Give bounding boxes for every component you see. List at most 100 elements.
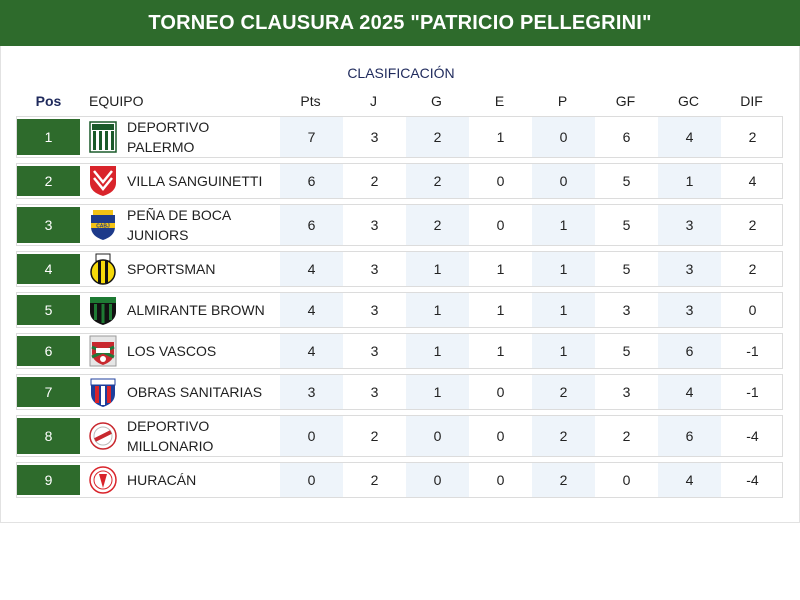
g-cell: 2 <box>406 117 469 157</box>
table-row[interactable]: 7 OBRAS SANITARIAS 3 3 1 0 2 3 4 -1 <box>16 374 783 410</box>
team-name[interactable]: OBRAS SANITARIAS <box>127 384 263 400</box>
team-name[interactable]: SPORTSMAN <box>127 261 216 277</box>
p-cell: 0 <box>532 164 595 198</box>
dif-cell: -1 <box>746 384 759 400</box>
col-header-e: E <box>494 93 505 109</box>
deportivo-palermo-crest-icon <box>89 121 117 153</box>
team-name[interactable]: DEPORTIVO MILLONARIO <box>127 418 214 454</box>
e-cell: 1 <box>496 129 505 145</box>
g-cell: 0 <box>406 416 469 456</box>
pts-cell: 4 <box>280 293 343 327</box>
col-header-gc: GC <box>678 93 699 109</box>
j-cell: 3 <box>370 384 379 400</box>
position-cell: 7 <box>17 377 80 407</box>
svg-text:CABJ: CABJ <box>96 224 110 230</box>
dif-cell: 2 <box>748 261 757 277</box>
j-cell: 3 <box>370 129 379 145</box>
team-name[interactable]: ALMIRANTE BROWN <box>127 302 265 318</box>
gf-cell: 2 <box>622 428 631 444</box>
col-header-gf: GF <box>615 93 636 109</box>
pts-cell: 7 <box>280 117 343 157</box>
position-cell: 1 <box>17 119 80 155</box>
p-cell: 1 <box>532 205 595 245</box>
g-cell: 2 <box>406 205 469 245</box>
table-row[interactable]: 5 ALMIRANTE BROWN 4 3 1 1 1 3 3 0 <box>16 292 783 328</box>
gc-cell: 4 <box>658 463 721 497</box>
gf-cell: 5 <box>622 261 631 277</box>
table-row[interactable]: 1 DEPORTIVO PALERMO 7 3 2 1 0 6 4 2 <box>16 116 783 158</box>
g-cell: 0 <box>406 463 469 497</box>
g-cell: 1 <box>406 375 469 409</box>
team-name[interactable]: VILLA SANGUINETTI <box>127 173 263 189</box>
g-cell: 2 <box>406 164 469 198</box>
villa-sanguinetti-crest-icon <box>89 165 117 197</box>
e-cell: 1 <box>496 302 505 318</box>
e-cell: 1 <box>496 261 505 277</box>
deportivo-millonario-crest-icon <box>89 420 117 452</box>
pts-cell: 3 <box>280 375 343 409</box>
pts-cell: 6 <box>280 164 343 198</box>
pts-cell: 4 <box>280 252 343 286</box>
dif-cell: 2 <box>748 129 757 145</box>
obras-sanitarias-crest-icon <box>89 376 117 408</box>
team-name[interactable]: LOS VASCOS <box>127 343 217 359</box>
p-cell: 1 <box>532 293 595 327</box>
table-row[interactable]: 4 SPORTSMAN 4 3 1 1 1 5 3 2 <box>16 251 783 287</box>
e-cell: 0 <box>496 173 505 189</box>
dif-cell: -4 <box>746 472 759 488</box>
g-cell: 1 <box>406 334 469 368</box>
team-name[interactable]: DEPORTIVO PALERMO <box>127 119 210 155</box>
table-row[interactable]: 6 LOS VASCOS 4 3 1 1 1 5 6 -1 <box>16 333 783 369</box>
j-cell: 3 <box>370 217 379 233</box>
p-cell: 1 <box>532 252 595 286</box>
tournament-title: TORNEO CLAUSURA 2025 "PATRICIO PELLEGRIN… <box>148 11 652 34</box>
table-row[interactable]: 2 VILLA SANGUINETTI 6 2 2 0 0 5 1 4 <box>16 163 783 199</box>
p-cell: 2 <box>532 416 595 456</box>
team-name[interactable]: PEÑA DE BOCA JUNIORS <box>127 207 231 243</box>
e-cell: 1 <box>496 343 505 359</box>
g-cell: 1 <box>406 293 469 327</box>
gc-cell: 4 <box>658 117 721 157</box>
dif-cell: -4 <box>746 428 759 444</box>
col-header-j: J <box>370 93 377 109</box>
gf-cell: 3 <box>622 384 631 400</box>
j-cell: 3 <box>370 343 379 359</box>
team-name[interactable]: HURACÁN <box>127 472 197 488</box>
position-cell: 6 <box>17 336 80 366</box>
page-header: TORNEO CLAUSURA 2025 "PATRICIO PELLEGRIN… <box>0 0 800 46</box>
position-cell: 9 <box>17 465 80 495</box>
position-cell: 5 <box>17 295 80 325</box>
gc-cell: 3 <box>658 252 721 286</box>
dif-cell: 2 <box>748 217 757 233</box>
standings-subtitle: CLASIFICACIÓN <box>347 65 455 81</box>
gf-cell: 6 <box>622 129 631 145</box>
pts-cell: 4 <box>280 334 343 368</box>
almirante-brown-crest-icon <box>89 294 117 326</box>
gc-cell: 3 <box>658 205 721 245</box>
col-header-g: G <box>431 93 442 109</box>
p-cell: 0 <box>532 117 595 157</box>
gf-cell: 5 <box>622 217 631 233</box>
table-row[interactable]: 3 CABJ PEÑA DE BOCA JUNIORS 6 3 2 0 1 5 … <box>16 204 783 246</box>
table-row[interactable]: 8 DEPORTIVO MILLONARIO 0 2 0 0 2 2 6 -4 <box>16 415 783 457</box>
g-cell: 1 <box>406 252 469 286</box>
sportsman-crest-icon <box>89 253 117 285</box>
table-row[interactable]: 9 HURACÁN 0 2 0 0 2 0 4 -4 <box>16 462 783 498</box>
gf-cell: 3 <box>622 302 631 318</box>
col-header-pts: Pts <box>300 93 321 109</box>
col-header-team: EQUIPO <box>89 93 144 109</box>
gc-cell: 1 <box>658 164 721 198</box>
position-cell: 8 <box>17 418 80 454</box>
p-cell: 1 <box>532 334 595 368</box>
p-cell: 2 <box>532 463 595 497</box>
gf-cell: 5 <box>622 343 631 359</box>
j-cell: 2 <box>370 472 379 488</box>
boca-juniors-crest-icon: CABJ <box>89 209 117 241</box>
col-header-p: P <box>557 93 568 109</box>
position-cell: 4 <box>17 254 80 284</box>
dif-cell: 4 <box>748 173 757 189</box>
gc-cell: 3 <box>658 293 721 327</box>
huracan-crest-icon <box>89 464 117 496</box>
e-cell: 0 <box>496 384 505 400</box>
j-cell: 2 <box>370 428 379 444</box>
